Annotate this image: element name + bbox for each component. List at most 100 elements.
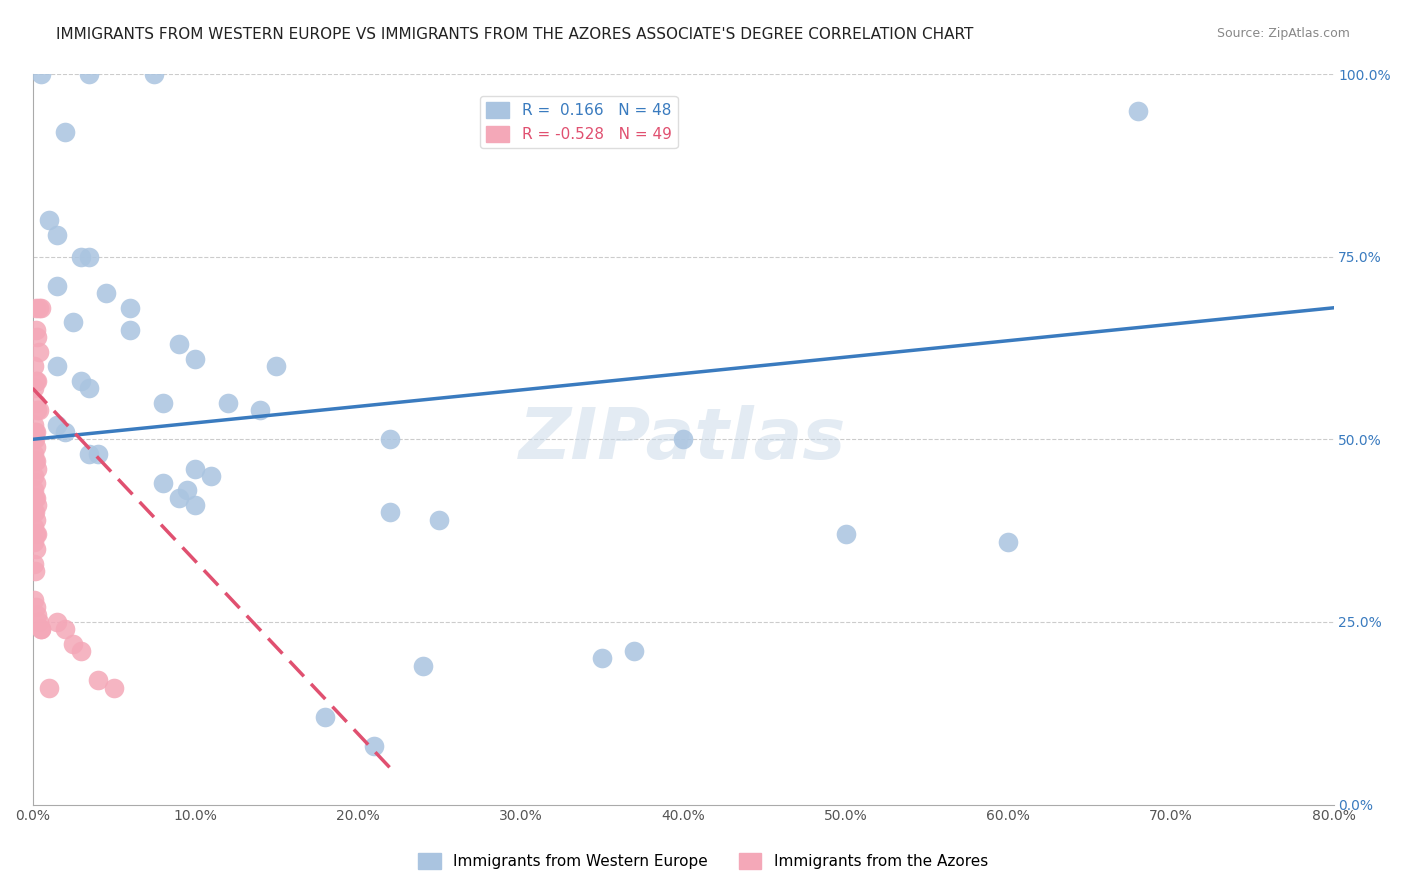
Point xyxy=(28,615,51,629)
Point xyxy=(79,381,101,395)
Point xyxy=(53,425,76,439)
Point xyxy=(94,286,117,301)
Point xyxy=(22,417,45,432)
Point xyxy=(27,498,49,512)
Point xyxy=(217,396,239,410)
Point xyxy=(120,301,142,315)
Point xyxy=(86,447,108,461)
Point xyxy=(22,468,45,483)
Point xyxy=(22,483,45,498)
Point xyxy=(176,483,198,498)
Point xyxy=(27,403,49,417)
Point xyxy=(62,315,84,329)
Point xyxy=(541,103,564,118)
Point xyxy=(103,681,125,695)
Point xyxy=(1128,103,1150,118)
Point xyxy=(24,396,46,410)
Point xyxy=(363,739,385,754)
Point xyxy=(184,498,207,512)
Point xyxy=(27,461,49,475)
Point xyxy=(143,67,166,81)
Point xyxy=(672,433,695,447)
Point xyxy=(27,330,49,344)
Point xyxy=(167,491,190,505)
Point xyxy=(30,301,52,315)
Point xyxy=(24,374,46,388)
Text: Source: ZipAtlas.com: Source: ZipAtlas.com xyxy=(1216,27,1350,40)
Point xyxy=(623,644,645,658)
Point xyxy=(70,250,93,264)
Point xyxy=(27,374,49,388)
Point xyxy=(24,600,46,615)
Point xyxy=(86,673,108,688)
Point xyxy=(45,227,67,242)
Point xyxy=(79,67,101,81)
Point xyxy=(834,527,856,541)
Point xyxy=(412,658,434,673)
Point xyxy=(200,468,222,483)
Legend: Immigrants from Western Europe, Immigrants from the Azores: Immigrants from Western Europe, Immigran… xyxy=(412,847,994,875)
Point xyxy=(120,323,142,337)
Point xyxy=(249,403,271,417)
Point xyxy=(997,534,1019,549)
Point xyxy=(24,476,46,491)
Point xyxy=(38,681,60,695)
Point xyxy=(22,557,45,571)
Point xyxy=(24,491,46,505)
Point xyxy=(30,622,52,636)
Point xyxy=(38,213,60,227)
Point xyxy=(22,359,45,374)
Point xyxy=(24,513,46,527)
Point xyxy=(22,534,45,549)
Point xyxy=(24,454,46,468)
Text: ZIPatlas: ZIPatlas xyxy=(519,405,846,474)
Point xyxy=(22,381,45,395)
Point xyxy=(28,403,51,417)
Text: IMMIGRANTS FROM WESTERN EUROPE VS IMMIGRANTS FROM THE AZORES ASSOCIATE'S DEGREE : IMMIGRANTS FROM WESTERN EUROPE VS IMMIGR… xyxy=(56,27,973,42)
Point xyxy=(22,520,45,534)
Point xyxy=(28,344,51,359)
Point xyxy=(380,433,402,447)
Point xyxy=(70,374,93,388)
Point xyxy=(184,461,207,475)
Point xyxy=(167,337,190,351)
Point xyxy=(266,359,288,374)
Point xyxy=(70,644,93,658)
Point xyxy=(24,440,46,454)
Point xyxy=(22,433,45,447)
Point xyxy=(24,425,46,439)
Point xyxy=(45,615,67,629)
Point xyxy=(45,359,67,374)
Point xyxy=(591,651,613,665)
Point xyxy=(53,126,76,140)
Point xyxy=(24,541,46,556)
Point xyxy=(24,301,46,315)
Point xyxy=(45,279,67,293)
Point xyxy=(24,425,46,439)
Point xyxy=(22,505,45,519)
Point xyxy=(24,564,46,578)
Point xyxy=(22,593,45,607)
Point xyxy=(380,505,402,519)
Point xyxy=(24,454,46,468)
Point xyxy=(427,513,450,527)
Point xyxy=(30,67,52,81)
Point xyxy=(24,505,46,519)
Point xyxy=(79,447,101,461)
Point xyxy=(45,417,67,432)
Point xyxy=(53,622,76,636)
Point xyxy=(314,710,336,724)
Point xyxy=(24,433,46,447)
Point xyxy=(24,323,46,337)
Point xyxy=(152,476,174,491)
Point xyxy=(24,527,46,541)
Point xyxy=(62,637,84,651)
Point xyxy=(28,301,51,315)
Point xyxy=(27,527,49,541)
Point xyxy=(30,622,52,636)
Point xyxy=(79,250,101,264)
Point xyxy=(22,447,45,461)
Point xyxy=(184,351,207,366)
Point xyxy=(27,607,49,622)
Legend: R =  0.166   N = 48, R = -0.528   N = 49: R = 0.166 N = 48, R = -0.528 N = 49 xyxy=(481,96,678,148)
